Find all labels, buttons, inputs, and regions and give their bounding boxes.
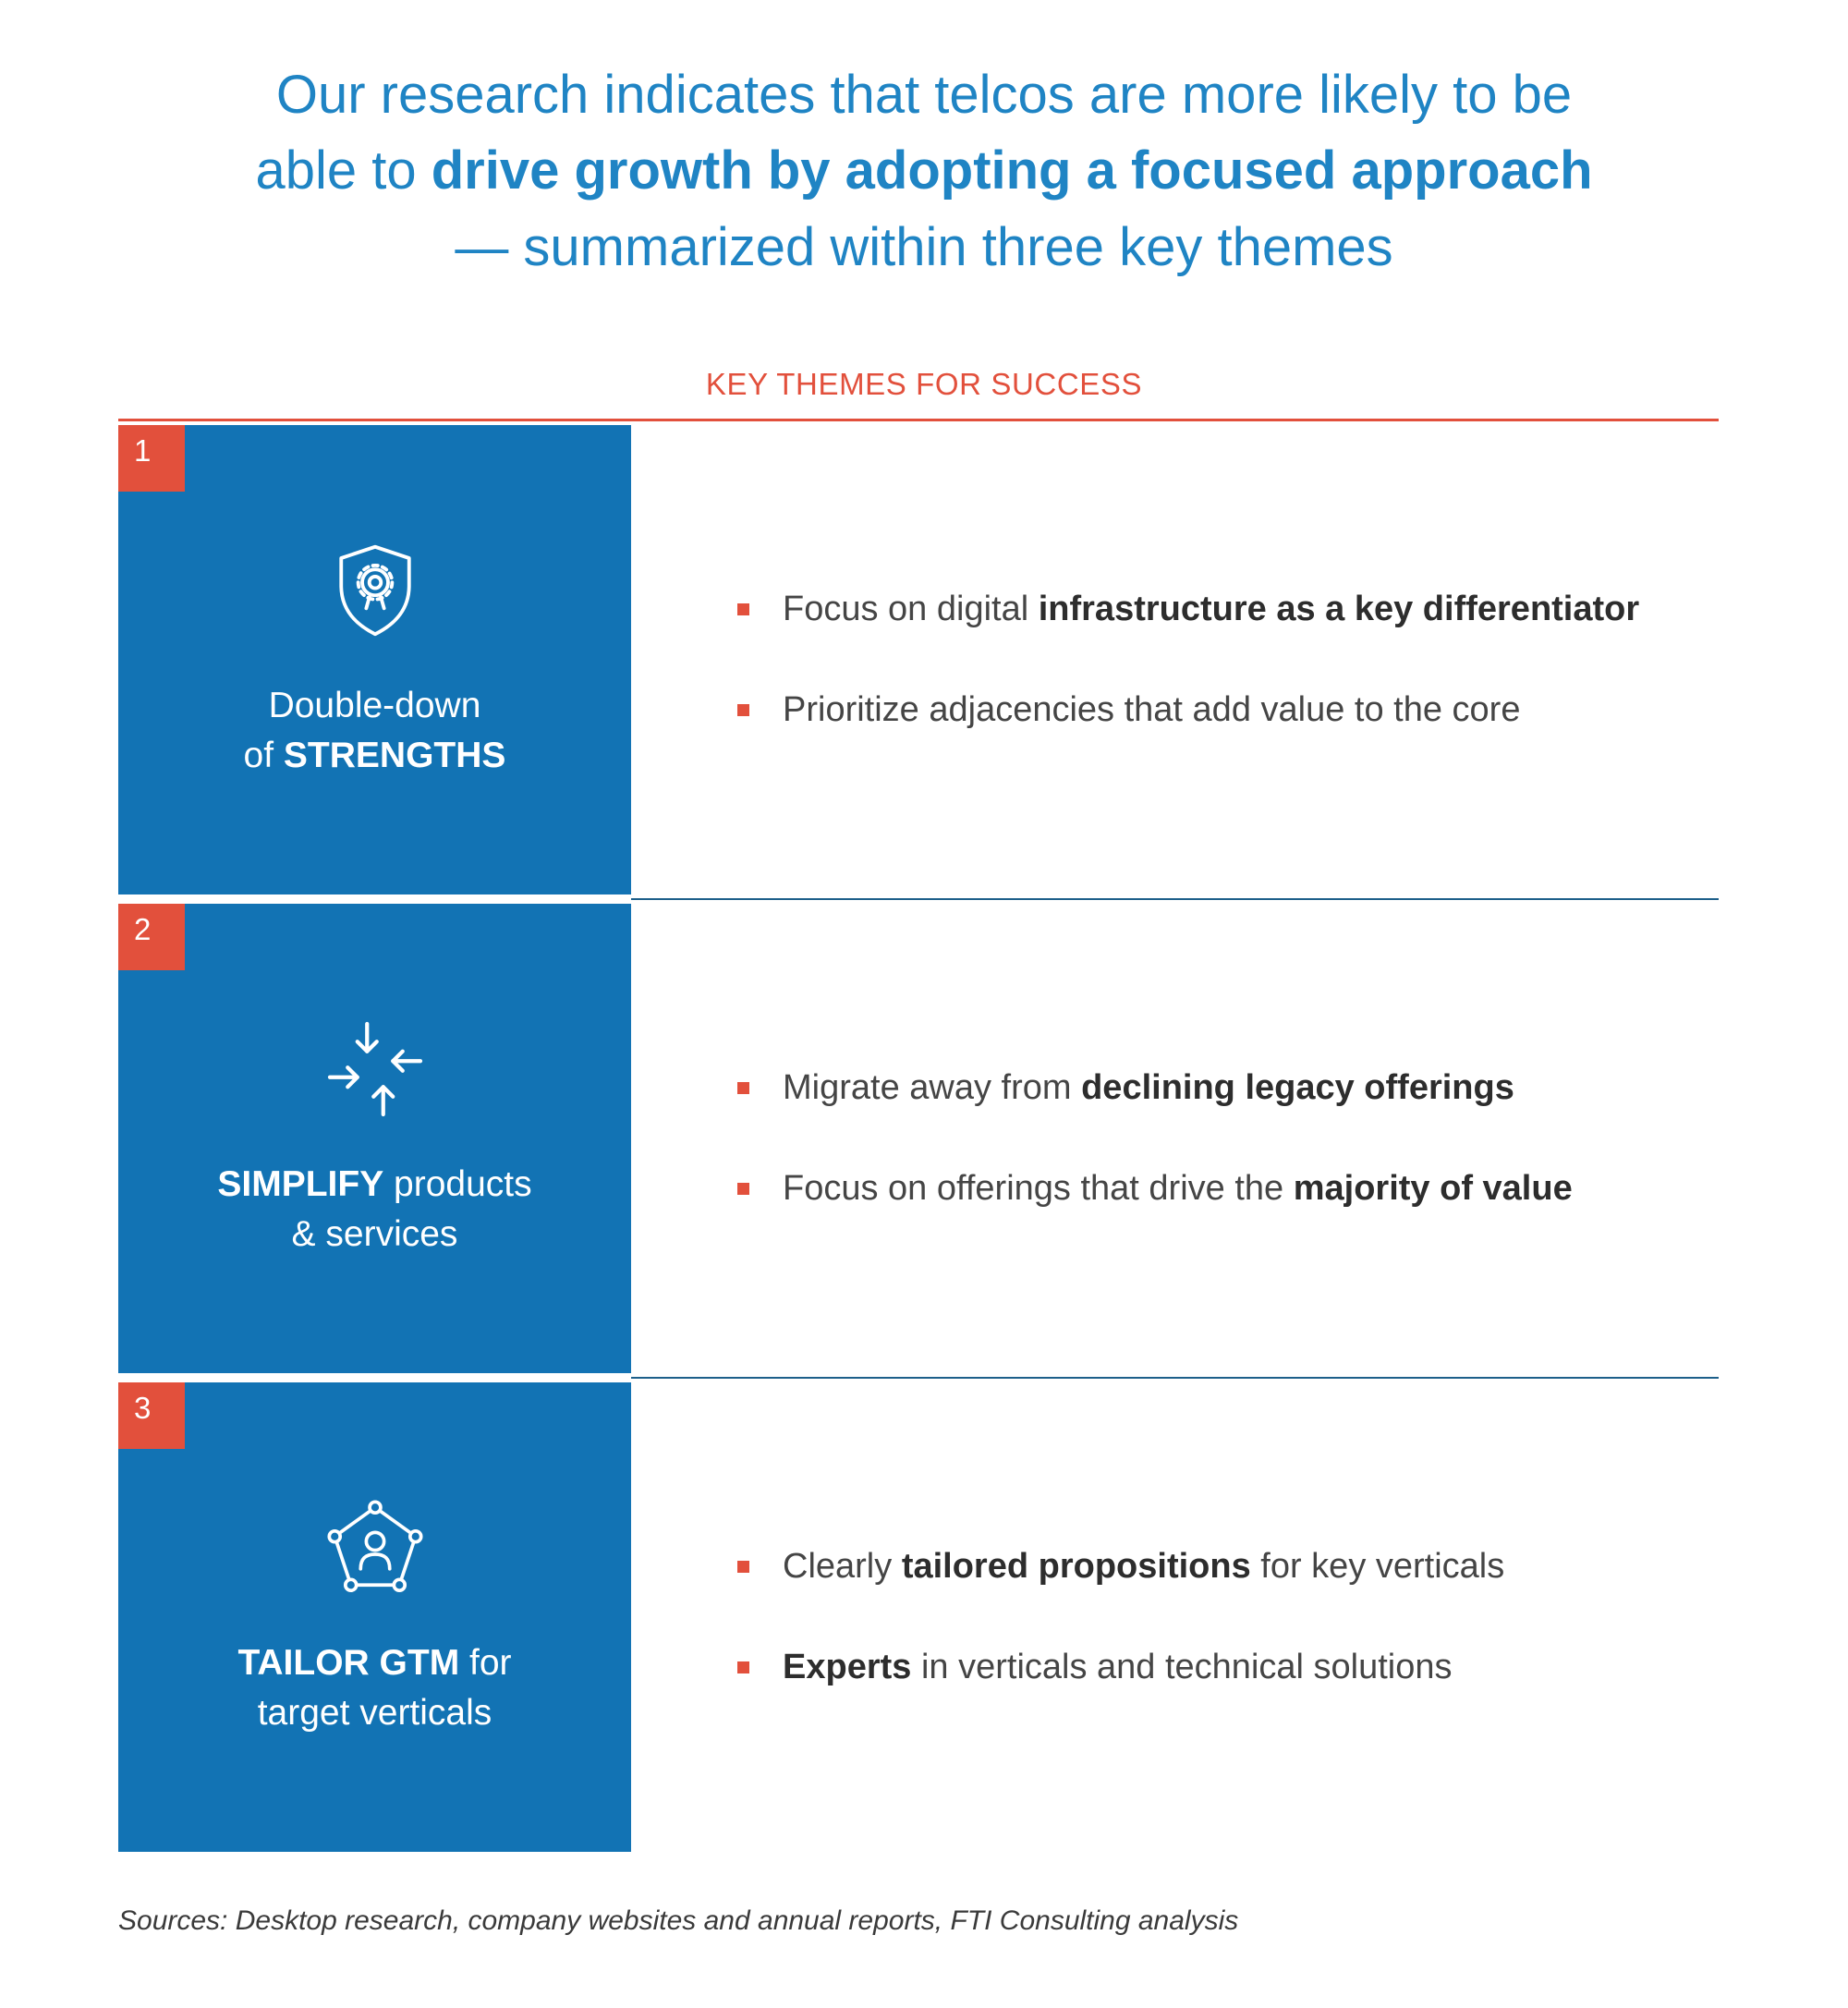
heading-underline	[118, 419, 1719, 422]
bullet-item: Focus on digital infrastructure as a key…	[737, 585, 1719, 634]
theme-row-1: 1 Double-down of STRENGTHS Focus o	[118, 425, 1719, 895]
bullet-marker	[737, 1081, 749, 1094]
bullet-item: Experts in verticals and technical solut…	[737, 1643, 1719, 1692]
theme-card-1: 1 Double-down of STRENGTHS	[118, 425, 631, 895]
theme-label-3: TAILOR GTM for target verticals	[237, 1638, 511, 1738]
theme-bullets-3: Clearly tailored propositions for key ve…	[631, 1382, 1719, 1852]
theme-label-1-line-1: Double-down	[268, 686, 481, 726]
theme-card-3: 3 TAILOR GTM for target verticals	[118, 1382, 631, 1853]
bullet-marker	[737, 704, 749, 717]
theme-number-badge-2: 2	[118, 904, 185, 971]
bullet-text: Focus on offerings that drive the majori…	[783, 1169, 1573, 1209]
bullet-item: Migrate away from declining legacy offer…	[737, 1064, 1719, 1113]
section-heading: KEY THEMES FOR SUCCESS	[705, 367, 1143, 402]
sources-note: Sources: Desktop research, company websi…	[118, 1905, 1239, 1937]
slide-title: Our research indicates that telcos are m…	[0, 0, 1848, 286]
title-line-2: able to drive growth by adopting a focus…	[0, 133, 1848, 209]
theme-label-1: Double-down of STRENGTHS	[244, 681, 506, 781]
theme-label-1-line-2: of STRENGTHS	[243, 736, 506, 776]
title-line-1: Our research indicates that telcos are m…	[275, 65, 1573, 125]
theme-number-badge-3: 3	[118, 1382, 185, 1450]
bullet-marker	[737, 1661, 749, 1674]
pentagon-network-person-icon	[326, 1500, 423, 1593]
bullet-text: Prioritize adjacencies that add value to…	[783, 690, 1521, 730]
bullet-text: Clearly tailored propositions for key ve…	[783, 1546, 1505, 1586]
bullet-marker	[737, 1560, 749, 1573]
bullet-item: Clearly tailored propositions for key ve…	[737, 1542, 1719, 1591]
theme-row-3: 3 TAILOR GTM for target verticals	[118, 1377, 1719, 1853]
theme-label-3-line-1: TAILOR GTM for	[237, 1643, 512, 1684]
theme-label-2-line-2: & services	[291, 1214, 458, 1255]
theme-bullets-2: Migrate away from declining legacy offer…	[631, 904, 1719, 1373]
bullet-text: Migrate away from declining legacy offer…	[783, 1067, 1514, 1107]
bullet-marker	[737, 602, 749, 615]
bullet-text: Focus on digital infrastructure as a key…	[783, 589, 1640, 628]
bullet-item: Prioritize adjacencies that add value to…	[737, 686, 1719, 735]
theme-label-2: SIMPLIFY products & services	[217, 1160, 531, 1260]
theme-label-2-line-1: SIMPLIFY products	[217, 1164, 532, 1205]
title-line-2-bold: drive growth by adopting a focused appro…	[431, 140, 1593, 201]
shield-award-icon	[338, 545, 411, 637]
bullet-item: Focus on offerings that drive the majori…	[737, 1164, 1719, 1213]
theme-label-3-line-2: target verticals	[257, 1693, 492, 1734]
row-divider	[631, 898, 1719, 901]
theme-row-2: 2 SIMPLIFY products & services Migrate a…	[118, 898, 1719, 1374]
title-line-2-regular: able to	[255, 140, 432, 201]
theme-bullets-1: Focus on digital infrastructure as a key…	[631, 425, 1719, 894]
bullet-text: Experts in verticals and technical solut…	[783, 1648, 1453, 1687]
title-line-3: — summarized within three key themes	[455, 216, 1393, 277]
row-divider	[631, 1377, 1719, 1380]
theme-card-2: 2 SIMPLIFY products & services	[118, 904, 631, 1374]
bullet-marker	[737, 1183, 749, 1196]
converging-arrows-icon	[327, 1022, 422, 1117]
themes-table: 1 Double-down of STRENGTHS Focus o	[118, 419, 1719, 1853]
theme-number-badge-1: 1	[118, 425, 185, 493]
